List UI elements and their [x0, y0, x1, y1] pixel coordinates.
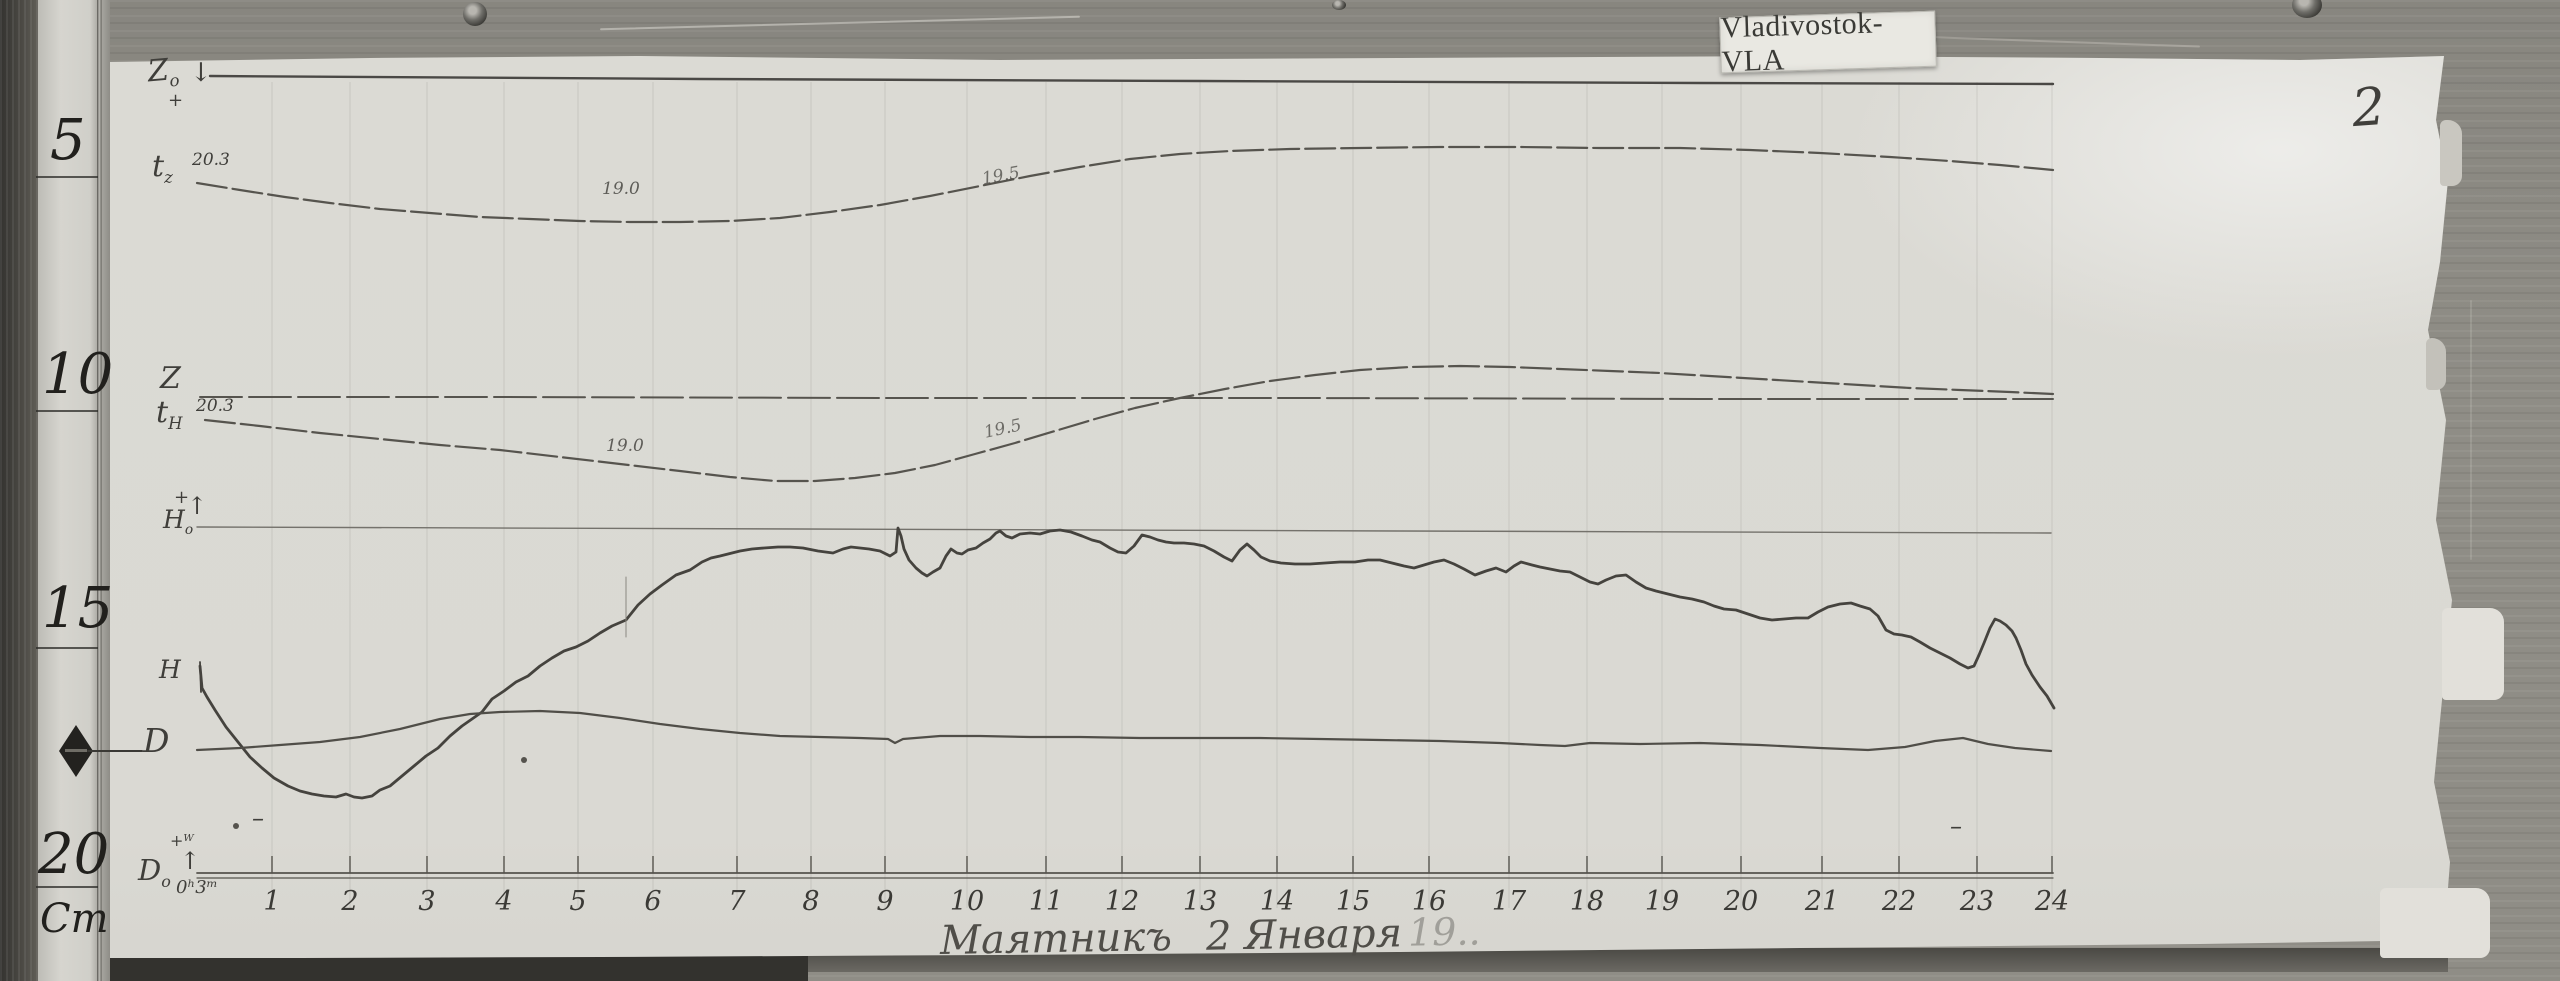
plus-w: +ᵂ [170, 831, 194, 850]
page-number: 2 [2349, 76, 2388, 140]
label-h0: Ho [163, 505, 194, 538]
hour-label-10: 10 [949, 886, 985, 917]
label-d: D [143, 721, 170, 760]
trace-Z-trace [199, 396, 2054, 400]
hour-label-7: 7 [728, 886, 746, 917]
hour-label-20: 20 [1723, 886, 1759, 917]
torn-paper-patch [2380, 888, 2490, 958]
cm-ruler [38, 0, 103, 981]
hour-label-3: 3 [418, 886, 436, 917]
hour-label-22: 22 [1881, 886, 1917, 917]
arrow-h0-up: ↑ [187, 492, 208, 520]
hour-label-8: 8 [802, 886, 820, 917]
push-pin [1332, 0, 1346, 10]
caption-word: Маятникъ [939, 913, 1173, 965]
hour-label-11: 11 [1028, 886, 1064, 917]
ruler-unit-label: Cm [40, 896, 109, 942]
value-th-20-3: 20.3 [196, 396, 234, 416]
torn-paper-patch [2426, 338, 2446, 390]
minus-left: – [252, 804, 264, 832]
trace-H0-baseline [196, 526, 2052, 534]
caption-date: 2 Января [1205, 910, 1403, 960]
hour-label-21: 21 [1804, 886, 1840, 917]
hour-label-13: 13 [1182, 886, 1218, 917]
wood-scratch [2470, 300, 2472, 560]
hour-label-4: 4 [495, 886, 513, 917]
value-tz-19-0: 19.0 [602, 179, 640, 199]
station-name: Vladivostok-VLA [1719, 6, 1884, 79]
hour-label-18: 18 [1569, 886, 1605, 917]
ruler-edge [97, 0, 102, 981]
ruler-shadow [102, 0, 110, 981]
hour-label-2: 2 [341, 886, 359, 917]
value-tz-20-3: 20.3 [192, 150, 230, 170]
arrow-d0-up: ↑ [180, 847, 201, 875]
label-tz: tz [152, 149, 173, 187]
label-z0: Zo [146, 52, 181, 91]
hour-label-5: 5 [569, 886, 587, 917]
trace-Z0-baseline [208, 74, 2055, 86]
value-th-19-0: 19.0 [606, 436, 644, 456]
trace-tZ-temperature [195, 145, 2055, 224]
ruler-number-15: 15 [42, 576, 114, 641]
ink-dot [233, 823, 239, 829]
hour-label-16: 16 [1411, 886, 1447, 917]
arrow-z0-down: ↓ [190, 58, 212, 88]
hour-label-1: 1 [263, 886, 281, 917]
trace-D-trace [195, 709, 2053, 753]
trace-H-trace [198, 526, 2056, 800]
wood-left-strip [0, 0, 38, 981]
push-pin [2292, 0, 2322, 18]
station-name-tag: Vladivostok-VLA [1719, 6, 1937, 78]
hour-label-6: 6 [644, 886, 662, 917]
hour-label-15: 15 [1335, 886, 1371, 917]
ruler-number-20: 20 [38, 822, 110, 887]
hour-label-9: 9 [876, 886, 894, 917]
ruler-number-5: 5 [50, 108, 86, 173]
plus-h0: + [174, 487, 190, 508]
ink-dot [521, 757, 527, 763]
label-h: H [159, 655, 181, 684]
label-z: Z [160, 361, 181, 396]
hour-label-17: 17 [1491, 886, 1527, 917]
hour-label-12: 12 [1104, 886, 1140, 917]
torn-paper-patch [2440, 120, 2462, 186]
hour-label-24: 24 [2034, 886, 2070, 917]
torn-paper-patch [2442, 608, 2504, 700]
hour-label-14: 14 [1259, 886, 1295, 917]
push-pin [463, 2, 487, 26]
label-d0-time: 0ʰ3ᵐ [176, 877, 218, 898]
label-th: tH [156, 395, 183, 433]
hour-label-19: 19 [1644, 886, 1680, 917]
trace-tH-temperature [203, 364, 2055, 483]
ruler-number-10: 10 [42, 342, 114, 407]
paper-bottom-shadow-dark [108, 956, 808, 981]
hour-label-23: 23 [1959, 886, 1995, 917]
label-d0: Do [138, 853, 171, 891]
plus-z0: + [168, 90, 184, 111]
caption-year: 19.. [1407, 909, 1481, 955]
minus-right: – [1950, 812, 1962, 840]
